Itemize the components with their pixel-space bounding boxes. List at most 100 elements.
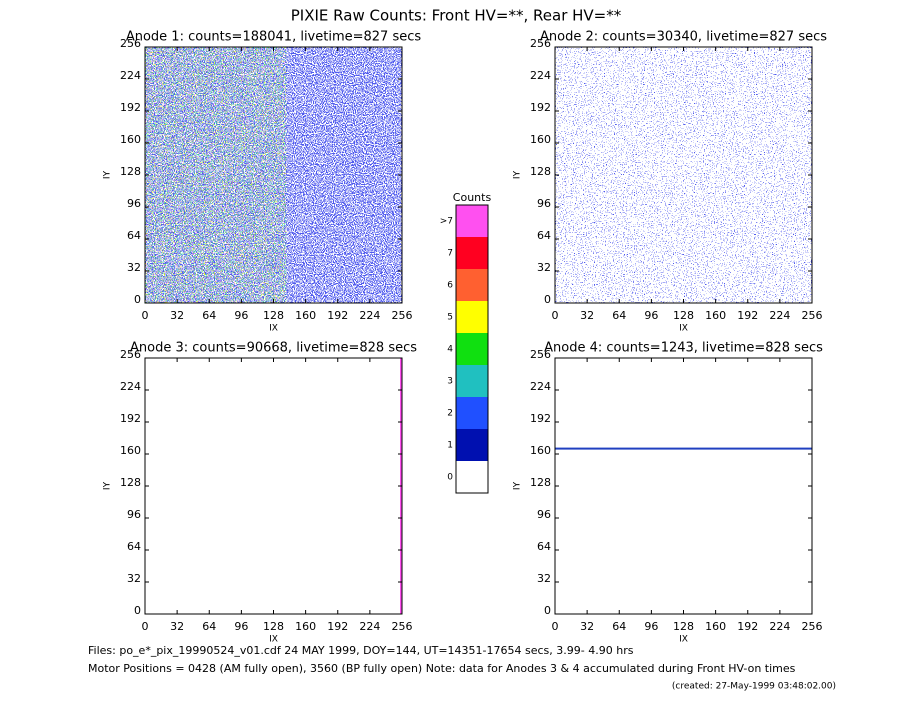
y-tick-label: 256: [530, 37, 551, 50]
colorbar-swatch: [456, 461, 488, 493]
x-tick-label: 32: [580, 620, 594, 633]
colorbar-label: 6: [447, 281, 453, 291]
pixel-texture: [145, 47, 287, 303]
x-tick-label: 32: [580, 309, 594, 322]
y-tick-label: 32: [127, 261, 141, 274]
y-tick-label: 224: [530, 69, 551, 82]
x-tick-label: 96: [644, 309, 658, 322]
colorbar-label: 1: [447, 441, 453, 451]
x-tick-label: 96: [234, 309, 248, 322]
y-tick-label: 32: [127, 572, 141, 585]
pixel-texture: [555, 47, 812, 303]
panel-image: [145, 47, 402, 303]
x-tick-label: 128: [263, 620, 284, 633]
x-tick-label: 32: [170, 309, 184, 322]
x-tick-label: 128: [673, 620, 694, 633]
y-tick-label: 160: [530, 444, 551, 457]
band-strip: [555, 447, 812, 450]
y-axis-label: IY: [513, 170, 523, 179]
panel-image: [555, 447, 812, 450]
y-tick-label: 32: [537, 261, 551, 274]
colorbar-swatch: [456, 237, 488, 269]
colorbar-swatch: [456, 397, 488, 429]
y-tick-label: 224: [120, 69, 141, 82]
y-tick-label: 0: [134, 293, 141, 306]
y-tick-label: 192: [120, 101, 141, 114]
footer-line: Motor Positions = 0428 (AM fully open), …: [88, 662, 796, 675]
x-tick-label: 224: [769, 309, 790, 322]
y-tick-label: 128: [530, 165, 551, 178]
y-axis-label: IY: [103, 170, 113, 179]
panel-title: Anode 2: counts=30340, livetime=827 secs: [540, 30, 827, 45]
y-tick-label: 128: [120, 165, 141, 178]
y-tick-label: 224: [120, 380, 141, 393]
y-axis-label: IY: [513, 481, 523, 490]
x-tick-label: 128: [673, 309, 694, 322]
x-axis-label: IX: [269, 324, 278, 334]
x-tick-label: 256: [392, 309, 413, 322]
y-tick-label: 160: [120, 444, 141, 457]
x-tick-label: 32: [170, 620, 184, 633]
y-tick-label: 32: [537, 572, 551, 585]
x-axis-label: IX: [269, 635, 278, 645]
x-tick-label: 64: [612, 620, 626, 633]
colorbar-title: Counts: [453, 191, 492, 204]
y-tick-label: 192: [530, 101, 551, 114]
x-tick-label: 192: [327, 309, 348, 322]
y-tick-label: 128: [120, 476, 141, 489]
y-tick-label: 224: [530, 380, 551, 393]
colorbar-swatch: [456, 333, 488, 365]
x-tick-label: 192: [737, 309, 758, 322]
colorbar-swatch: [456, 301, 488, 333]
x-tick-label: 0: [552, 620, 559, 633]
footer-line: (created: 27-May-1999 03:48:02.00): [672, 682, 836, 692]
y-tick-label: 0: [544, 293, 551, 306]
colorbar-swatch: [456, 269, 488, 301]
panel-title: Anode 4: counts=1243, livetime=828 secs: [544, 341, 823, 356]
plot-frame: [144, 357, 403, 615]
page-title: PIXIE Raw Counts: Front HV=**, Rear HV=*…: [291, 7, 622, 25]
x-axis-label: IX: [679, 324, 688, 334]
x-tick-label: 0: [142, 309, 149, 322]
x-tick-label: 256: [392, 620, 413, 633]
x-tick-label: 192: [737, 620, 758, 633]
colorbar-label: 3: [447, 377, 453, 387]
colorbar-label: >7: [440, 217, 453, 227]
x-tick-label: 224: [359, 309, 380, 322]
x-tick-label: 224: [769, 620, 790, 633]
panel-title: Anode 1: counts=188041, livetime=827 sec…: [126, 30, 422, 45]
colorbar-label: 7: [447, 249, 453, 259]
x-tick-label: 256: [802, 309, 823, 322]
y-tick-label: 160: [530, 133, 551, 146]
panel-title: Anode 3: counts=90668, livetime=828 secs: [130, 341, 417, 356]
x-tick-label: 256: [802, 620, 823, 633]
x-tick-label: 96: [234, 620, 248, 633]
x-tick-label: 224: [359, 620, 380, 633]
y-tick-label: 0: [544, 604, 551, 617]
y-tick-label: 96: [537, 508, 551, 521]
colorbar-frame: [455, 204, 489, 494]
x-tick-label: 96: [644, 620, 658, 633]
y-tick-label: 64: [127, 540, 141, 553]
y-tick-label: 256: [120, 37, 141, 50]
x-tick-label: 128: [263, 309, 284, 322]
x-tick-label: 160: [295, 620, 316, 633]
y-tick-label: 64: [127, 229, 141, 242]
y-tick-label: 64: [537, 540, 551, 553]
x-tick-label: 160: [295, 309, 316, 322]
y-tick-label: 192: [530, 412, 551, 425]
y-tick-label: 160: [120, 133, 141, 146]
x-tick-label: 0: [142, 620, 149, 633]
y-tick-label: 96: [127, 508, 141, 521]
y-tick-label: 96: [537, 197, 551, 210]
x-tick-label: 192: [327, 620, 348, 633]
panel-image: [555, 47, 812, 303]
colorbar-label: 5: [447, 313, 453, 323]
y-tick-label: 192: [120, 412, 141, 425]
colorbar-label: 2: [447, 409, 453, 419]
x-tick-label: 0: [552, 309, 559, 322]
plot-frame: [554, 357, 813, 615]
footer-line: Files: po_e*_pix_19990524_v01.cdf 24 MAY…: [88, 644, 634, 657]
